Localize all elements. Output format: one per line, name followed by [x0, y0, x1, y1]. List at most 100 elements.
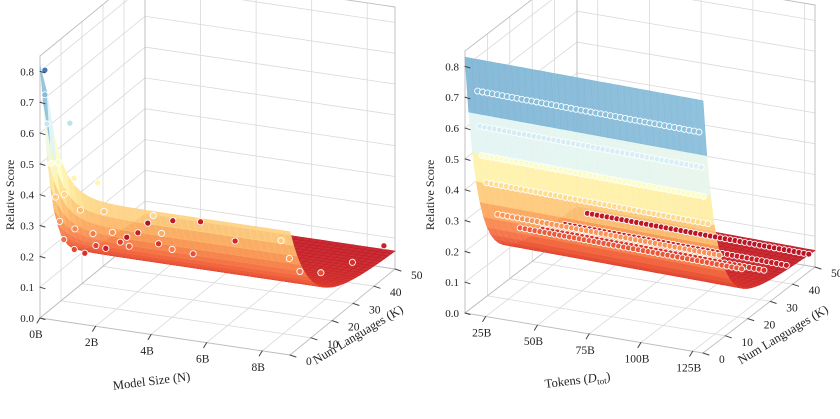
z-tick-mark	[464, 250, 471, 254]
z-tick-mark	[464, 158, 471, 161]
z-tick-mark	[39, 194, 46, 197]
right-3d-plot: 0.0 0.1 0.2 0.3 0.4 0.5 0.6 0.7 0.8 25B 50B 75B 100B…	[423, 0, 840, 393]
y-tick-mark	[373, 285, 381, 289]
axes	[464, 266, 816, 354]
axes	[39, 268, 396, 356]
z-tick-mark	[464, 220, 471, 223]
data-point	[760, 266, 768, 274]
y-tick-label: 20	[764, 320, 776, 332]
y-tick-label: 10	[741, 337, 753, 349]
surface-patch	[282, 230, 294, 246]
data-point	[158, 229, 166, 237]
y-tick-label: 0	[719, 354, 725, 366]
data-point	[805, 250, 813, 258]
y-tick-label: 50	[411, 270, 423, 282]
data-point	[197, 218, 205, 226]
x-tick-label: 6B	[196, 354, 210, 366]
x-axis-label-end: )	[605, 369, 611, 383]
x-tick-label: 100B	[624, 354, 649, 366]
grid-line-x	[692, 3, 806, 352]
x-tick-mark	[533, 324, 538, 331]
data-point	[704, 220, 712, 228]
z-tick-label: 0.6	[20, 128, 34, 140]
x-tick-mark	[92, 325, 97, 332]
grid-line-z	[39, 0, 396, 72]
z-tick-label: 0.6	[445, 123, 459, 135]
data-point	[60, 236, 68, 244]
data-point	[60, 190, 68, 198]
z-tick-label: 0.3	[20, 221, 34, 233]
y-tick-mark	[814, 266, 822, 270]
data-point	[102, 244, 110, 252]
y-tick-mark	[769, 300, 777, 304]
data-point	[81, 249, 89, 257]
z-tick-mark	[39, 317, 46, 320]
y-tick-mark	[331, 320, 339, 324]
y-tick-label: 40	[809, 285, 821, 297]
y-tick-mark	[702, 352, 710, 356]
y-tick-mark	[724, 335, 732, 339]
x-tick-label: 2B	[85, 337, 99, 349]
data-point	[89, 230, 97, 238]
z-tick-label: 0.8	[20, 66, 34, 78]
data-point	[70, 245, 78, 254]
x-tick-label: 125B	[676, 362, 701, 374]
z-tick-mark	[464, 65, 471, 69]
x-axis-ticks: 25B 50B 75B 100B 125B	[472, 315, 701, 374]
box-edge	[39, 0, 110, 57]
x-tick-label: 50B	[524, 336, 544, 348]
z-tick-label: 0.7	[445, 92, 459, 104]
data-point	[168, 245, 176, 253]
y-tick-mark	[747, 318, 755, 322]
grid-line-x	[261, 2, 368, 352]
y-tick-mark	[289, 354, 297, 358]
data-point	[100, 207, 108, 216]
y-axis-line	[289, 268, 396, 356]
data-point	[41, 91, 49, 99]
data-point	[231, 237, 239, 245]
data-point	[71, 225, 79, 233]
x-tick-mark	[585, 333, 590, 340]
y-tick-label: 10	[327, 339, 339, 351]
x-tick-mark	[482, 315, 487, 322]
x-tick-mark	[203, 342, 208, 349]
x-tick-label: 8B	[252, 362, 266, 374]
x-axis-line	[464, 312, 704, 354]
z-tick-label: 0.4	[445, 185, 459, 197]
data-point	[54, 158, 62, 167]
grid-line-x	[206, 0, 313, 343]
data-point	[92, 242, 100, 250]
z-tick-mark	[39, 286, 46, 290]
data-point	[277, 237, 285, 245]
data-point	[695, 128, 703, 136]
data-point	[149, 212, 157, 220]
surface-patch	[696, 99, 708, 156]
z-tick-mark	[39, 101, 46, 105]
data-point	[94, 179, 102, 187]
x-tick-label: 75B	[576, 345, 596, 357]
z-tick-label: 0.8	[445, 61, 459, 73]
data-point	[125, 242, 133, 250]
z-tick-label: 0.1	[445, 277, 459, 289]
x-axis-ticks: 0B 2B 4B 6B 8B	[29, 317, 266, 374]
z-axis-label: Relative Score	[3, 160, 17, 230]
data-point	[189, 250, 197, 258]
data-points	[41, 66, 388, 277]
x-tick-label: 4B	[140, 345, 154, 357]
data-point	[51, 193, 59, 201]
x-axis-label-symbol: D	[586, 371, 598, 386]
y-tick-label: 50	[831, 268, 840, 280]
data-point	[296, 267, 304, 275]
left-3d-plot: 0.0 0.1 0.2 0.3 0.4 0.5 0.6 0.7 0.8 0B 2B 4B 6B 8B 0 10…	[3, 0, 423, 393]
z-tick-mark	[39, 225, 46, 228]
data-point	[47, 160, 55, 168]
x-axis-label-subscript: tot	[597, 375, 608, 386]
z-tick-mark	[464, 127, 471, 131]
y-tick-mark	[394, 268, 402, 272]
fitted-surface	[464, 56, 816, 289]
x-axis-label: Tokens (Dtot)	[544, 369, 611, 393]
data-point	[169, 217, 177, 225]
y-tick-label: 30	[369, 304, 381, 316]
box-edge	[344, 0, 396, 8]
z-tick-mark	[39, 70, 46, 74]
